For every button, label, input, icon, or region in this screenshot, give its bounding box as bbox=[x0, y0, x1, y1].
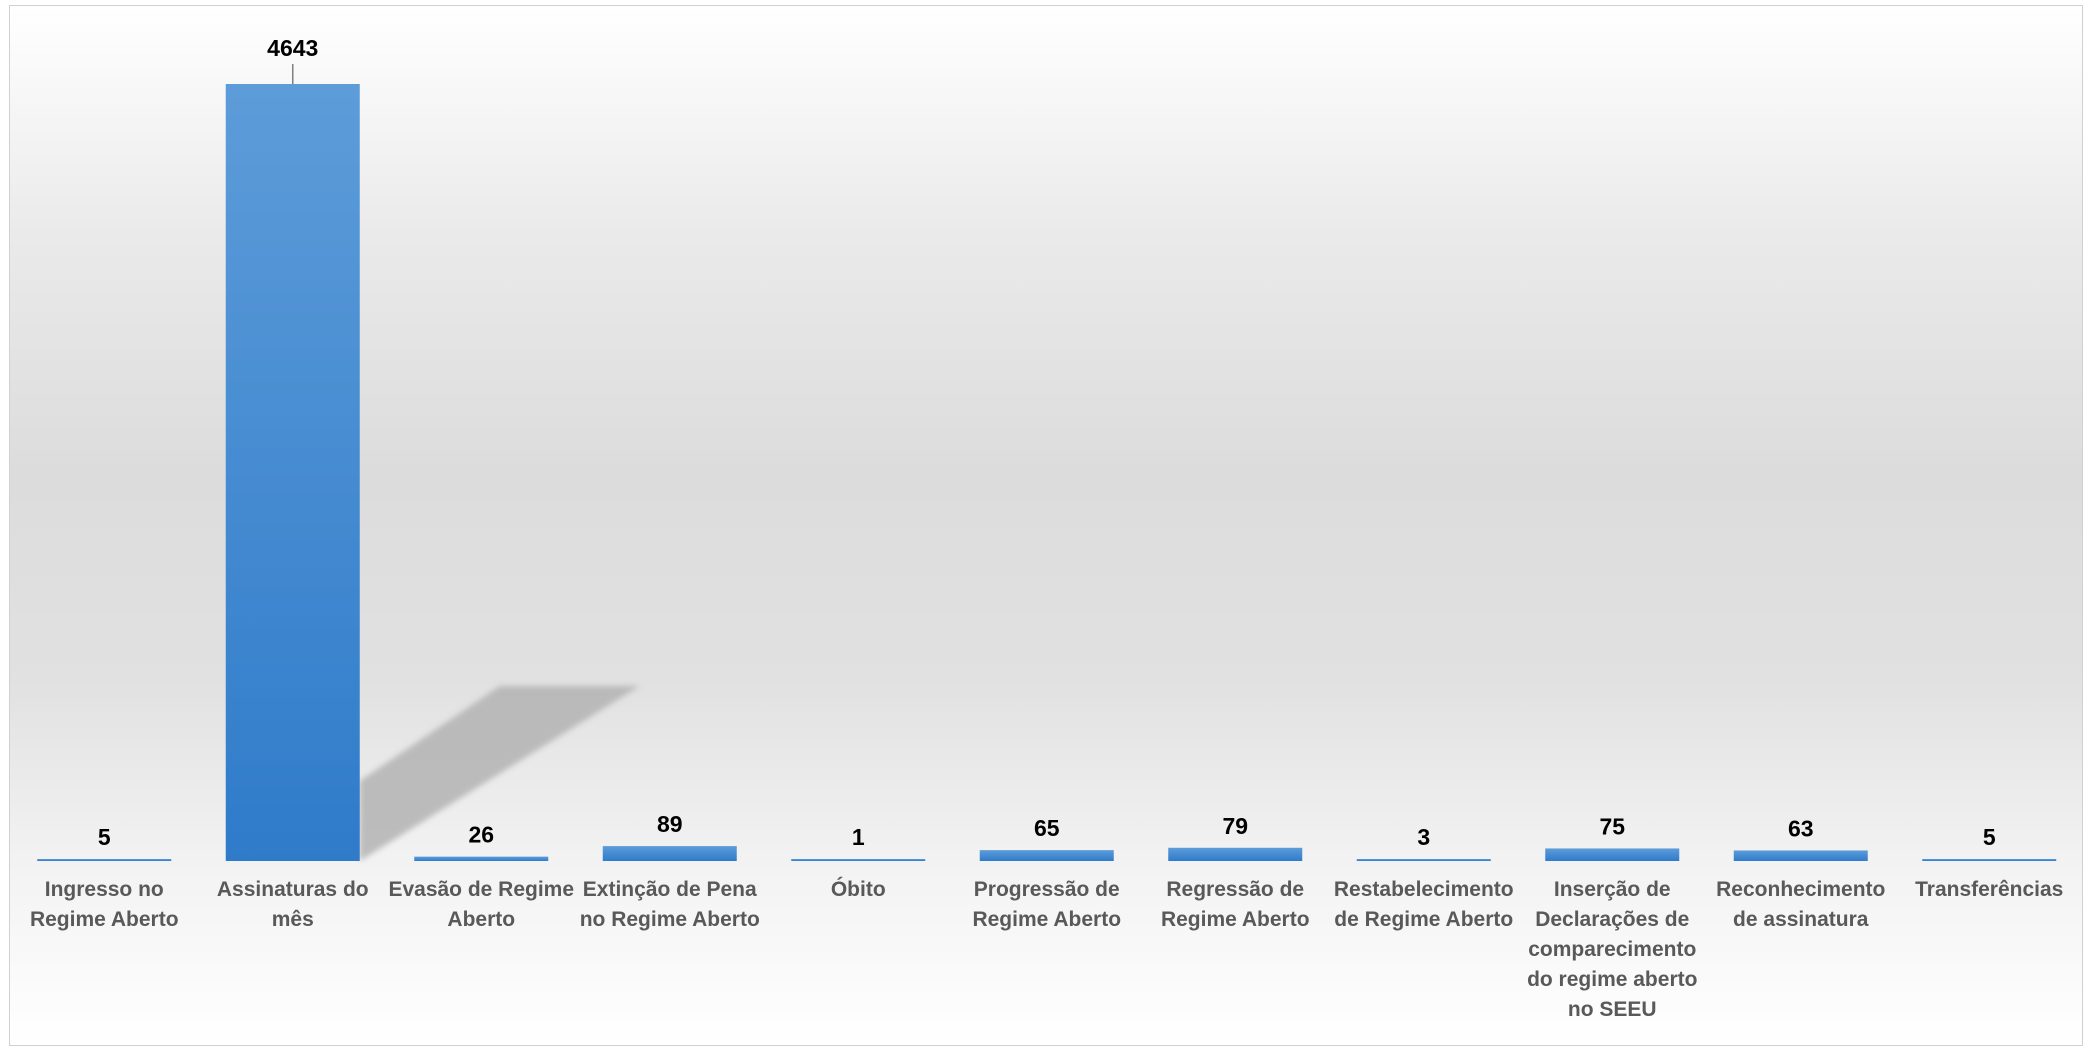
category-label-line: Transferências bbox=[1915, 878, 2063, 901]
bar bbox=[602, 846, 737, 861]
category-label: Inserção de Declarações de comparecimento d… bbox=[1527, 878, 1697, 1021]
category-label: Ingresso no Regime Aberto bbox=[30, 878, 179, 931]
category-label-line: Regime Aberto bbox=[30, 908, 179, 931]
category-label-line: no Regime Aberto bbox=[580, 908, 760, 931]
bar bbox=[1356, 859, 1491, 861]
bars bbox=[37, 84, 2057, 861]
bar bbox=[1545, 848, 1680, 861]
category-label-line: mês bbox=[272, 908, 314, 931]
labels: 5 Ingresso no Regime Aberto 4643 Assinaturas… bbox=[30, 35, 2063, 1021]
bar-chart: 5 Ingresso no Regime Aberto 4643 Assinaturas… bbox=[30, 35, 2063, 1021]
data-label: 75 bbox=[1599, 813, 1625, 839]
data-label: 89 bbox=[657, 811, 683, 837]
category-label-line: Evasão de Regime bbox=[388, 878, 574, 901]
bar-shadows bbox=[359, 686, 640, 861]
category-label: Restabelecimento de Regime Aberto bbox=[1334, 878, 1514, 931]
category-label: Assinaturas do mês bbox=[217, 878, 369, 931]
category-label-line: de Regime Aberto bbox=[1334, 908, 1513, 931]
category-label-line: Declarações de bbox=[1535, 908, 1689, 931]
category-label-line: de assinatura bbox=[1733, 908, 1869, 931]
category-label-line: Aberto bbox=[447, 908, 515, 931]
data-label: 5 bbox=[98, 824, 111, 850]
bar bbox=[1733, 850, 1868, 861]
bar bbox=[791, 859, 926, 861]
category-label-line: Extinção de Pena bbox=[583, 878, 757, 901]
bar bbox=[1922, 859, 2057, 861]
category-label-line: Regressão de bbox=[1166, 878, 1304, 901]
data-label: 4643 bbox=[267, 35, 318, 61]
category-label: Reconhecimento de assinatura bbox=[1716, 878, 1885, 931]
category-label: Transferências bbox=[1915, 878, 2063, 901]
data-label: 3 bbox=[1417, 824, 1430, 850]
data-label: 79 bbox=[1222, 813, 1248, 839]
category-label-line: Assinaturas do bbox=[217, 878, 369, 901]
category-label: Evasão de Regime Aberto bbox=[388, 878, 574, 931]
data-label: 5 bbox=[1983, 824, 1996, 850]
category-label: Regressão de Regime Aberto bbox=[1161, 878, 1310, 931]
data-label: 65 bbox=[1034, 815, 1060, 841]
bar bbox=[414, 856, 549, 861]
bar-shadow bbox=[359, 686, 640, 861]
category-label-line: Inserção de bbox=[1554, 878, 1671, 901]
category-label-line: Reconhecimento bbox=[1716, 878, 1885, 901]
category-label-line: no SEEU bbox=[1568, 998, 1657, 1021]
category-label-line: Regime Aberto bbox=[1161, 908, 1310, 931]
category-label-line: Óbito bbox=[831, 877, 886, 901]
bar bbox=[979, 850, 1114, 861]
data-label: 1 bbox=[852, 824, 865, 850]
category-label: Extinção de Pena no Regime Aberto bbox=[580, 878, 760, 931]
bar bbox=[225, 84, 360, 861]
chart-frame: 5 Ingresso no Regime Aberto 4643 Assinaturas… bbox=[9, 5, 2083, 1046]
category-label-line: comparecimento bbox=[1528, 938, 1696, 961]
data-label: 63 bbox=[1788, 815, 1814, 841]
category-label-line: Progressão de bbox=[974, 878, 1120, 901]
category-label: Óbito bbox=[831, 877, 886, 901]
category-label-line: Restabelecimento bbox=[1334, 878, 1514, 901]
category-label: Progressão de Regime Aberto bbox=[972, 878, 1121, 931]
data-label: 26 bbox=[468, 822, 494, 848]
bar bbox=[37, 859, 172, 861]
category-label-line: Ingresso no bbox=[45, 878, 164, 901]
category-label-line: Regime Aberto bbox=[972, 908, 1121, 931]
bar bbox=[1168, 847, 1303, 861]
category-label-line: do regime aberto bbox=[1527, 968, 1697, 991]
